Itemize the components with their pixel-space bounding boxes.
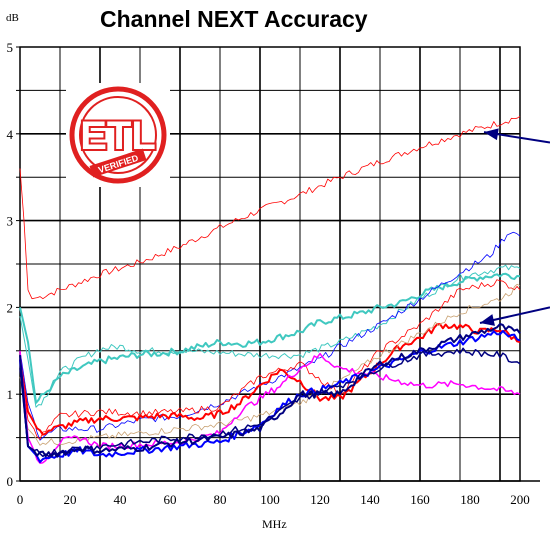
x-tick-label: 0 xyxy=(17,492,24,507)
y-axis-label: dB xyxy=(6,12,19,24)
logo-outer-ring xyxy=(69,86,167,184)
series-line-1 xyxy=(19,116,521,300)
logo-verified-band xyxy=(89,148,147,178)
series-line-11 xyxy=(19,347,521,458)
x-tick-label: 120 xyxy=(310,492,330,507)
x-tick-label: 80 xyxy=(214,492,227,507)
y-tick-label: 0 xyxy=(7,474,14,489)
series-line-4 xyxy=(19,231,521,441)
y-tick-label: 3 xyxy=(7,214,14,229)
y-tick-label: 2 xyxy=(7,300,14,315)
x-tick-label: 140 xyxy=(360,492,380,507)
x-tick-label: 100 xyxy=(260,492,280,507)
x-tick-label: 200 xyxy=(510,492,530,507)
series-line-3 xyxy=(19,264,521,408)
x-tick-label: 180 xyxy=(460,492,480,507)
series-line-2 xyxy=(19,272,521,404)
grid-lines xyxy=(16,46,540,482)
tick-labels: 0204060801001201401601802002202402600123… xyxy=(7,40,530,507)
x-tick-label: 40 xyxy=(114,492,127,507)
y-tick-label: 5 xyxy=(7,40,14,55)
arrow-head-2 xyxy=(480,314,495,326)
series-line-10 xyxy=(19,323,521,458)
y-tick-label: 1 xyxy=(7,387,14,402)
series-group xyxy=(19,116,521,464)
x-tick-label: 160 xyxy=(410,492,430,507)
logo-background xyxy=(66,83,170,187)
annotation-arrows xyxy=(479,128,550,326)
x-tick-label: 60 xyxy=(164,492,177,507)
chart-title: Channel NEXT Accuracy xyxy=(100,6,368,32)
series-line-6 xyxy=(19,279,521,440)
logo-inner-ring xyxy=(79,96,157,174)
x-axis-label: MHz xyxy=(262,517,287,531)
series-line-5 xyxy=(19,323,521,436)
arrow-head-1 xyxy=(484,128,499,141)
series-line-8 xyxy=(19,350,521,464)
series-line-7 xyxy=(19,283,521,446)
logo-etl-letters: ETL xyxy=(80,114,156,158)
y-tick-label: 4 xyxy=(7,127,14,142)
x-tick-label: 20 xyxy=(64,492,77,507)
